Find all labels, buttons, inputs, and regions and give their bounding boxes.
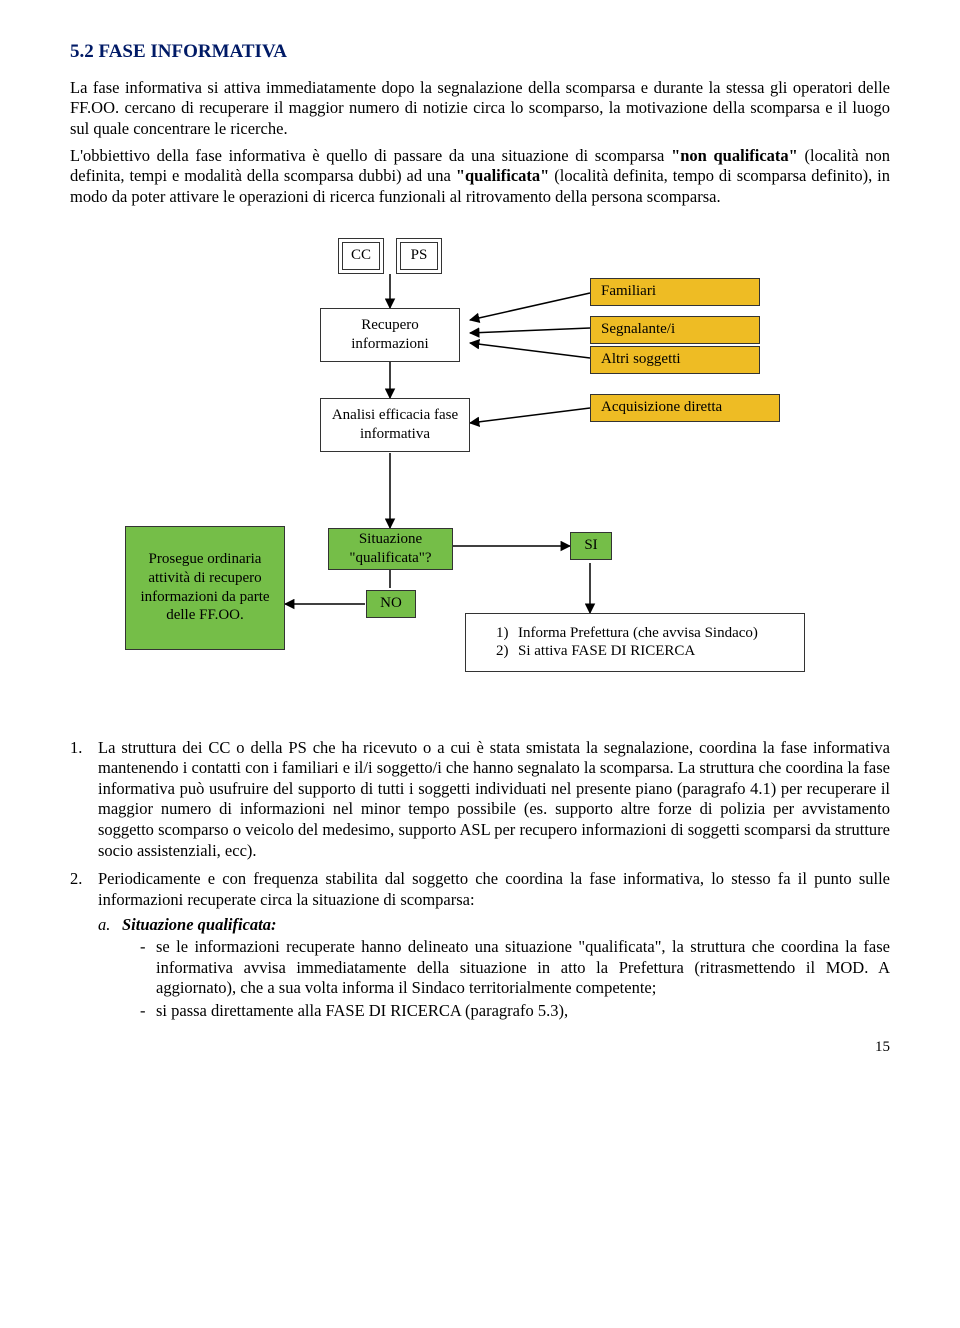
dash-2: si passa direttamente alla FASE DI RICER… [122,1001,890,1022]
p2-text-a: L'obbiettivo della fase informativa è qu… [70,146,671,165]
node-cc-outer: CC [338,238,384,274]
node-ps-outer: PS [396,238,442,274]
dash-1: se le informazioni recuperate hanno deli… [122,937,890,999]
node-prosegue: Prosegue ordinaria attività di recupero … [125,526,285,650]
node-altri: Altri soggetti [590,346,760,374]
node-recupero: Recupero informazioni [320,308,460,362]
result-1-text: Informa Prefettura (che avvisa Sindaco) [518,625,758,641]
sub-item-a: a. Situazione qualificata: se le informa… [98,915,890,1022]
node-cc: CC [342,242,380,270]
node-no: NO [366,590,416,618]
section-title: 5.2 FASE INFORMATIVA [70,40,890,64]
li1-text: La struttura dei CC o della PS che ha ri… [98,738,890,860]
node-acquisizione: Acquisizione diretta [590,394,780,422]
node-analisi: Analisi efficacia fase informativa [320,398,470,452]
node-segnalante: Segnalante/i [590,316,760,344]
node-ps: PS [400,242,438,270]
list-item-1: 1. La struttura dei CC o della PS che ha… [70,738,890,862]
node-familiari: Familiari [590,278,760,306]
result-line-1: 1)Informa Prefettura (che avvisa Sindaco… [496,624,790,643]
paragraph-1: La fase informativa si attiva immediatam… [70,78,890,140]
node-situazione: Situazione "qualificata"? [328,528,453,570]
page-number: 15 [70,1038,890,1057]
result-2-text: Si attiva FASE DI RICERCA [518,643,695,659]
p2-bold-2: "qualificata" [456,166,550,185]
node-result: 1)Informa Prefettura (che avvisa Sindaco… [465,613,805,673]
numbered-list: 1. La struttura dei CC o della PS che ha… [70,738,890,1022]
result-line-2: 2)Si attiva FASE DI RICERCA [496,642,790,661]
li2-text: Periodicamente e con frequenza stabilita… [98,869,890,909]
flowchart: CC PS Recupero informazioni Analisi effi… [70,238,890,718]
paragraph-2: L'obbiettivo della fase informativa è qu… [70,146,890,208]
list-item-2: 2. Periodicamente e con frequenza stabil… [70,869,890,1021]
node-si: SI [570,532,612,560]
li2a-label: Situazione qualificata: [122,915,276,934]
p2-bold-1: "non qualificata" [671,146,798,165]
